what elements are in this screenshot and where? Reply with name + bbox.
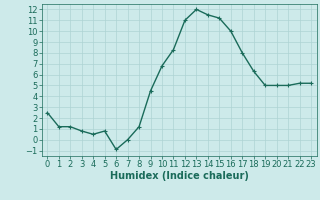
- X-axis label: Humidex (Indice chaleur): Humidex (Indice chaleur): [110, 171, 249, 181]
